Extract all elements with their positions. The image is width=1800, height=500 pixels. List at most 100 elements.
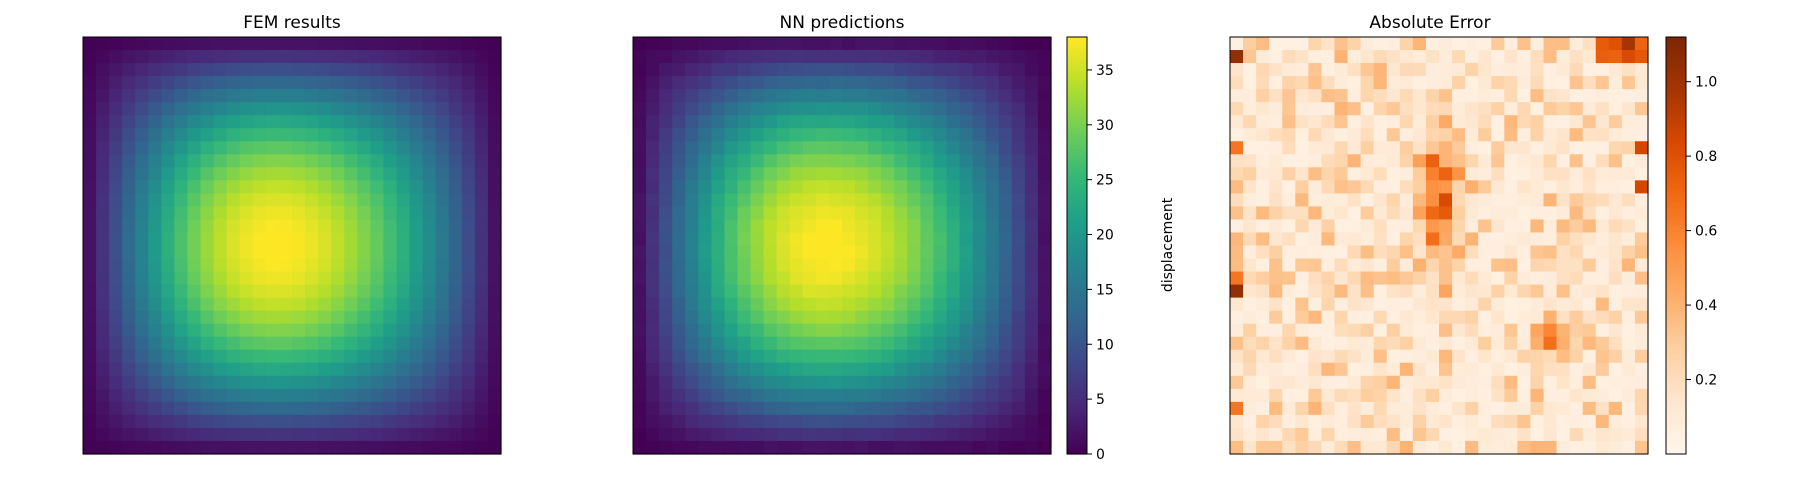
nn-cell <box>907 440 921 455</box>
error-cell <box>1478 37 1492 51</box>
nn-cell <box>750 219 765 234</box>
error-cell <box>1582 427 1597 442</box>
fem-cell <box>487 89 502 103</box>
error-cell <box>1360 167 1375 181</box>
error-cell <box>1360 63 1375 77</box>
nn-cell <box>1011 349 1026 364</box>
error-colorbar-step <box>1666 443 1686 448</box>
error-cell <box>1321 349 1336 364</box>
fem-cell <box>448 245 463 260</box>
fem-cell <box>448 154 463 168</box>
error-cell <box>1517 154 1532 168</box>
displacement-colorbar-step <box>1067 196 1087 201</box>
fem-cell <box>265 245 280 260</box>
error-cell <box>1425 258 1440 273</box>
fem-cell <box>370 219 385 234</box>
displacement-colorbar-step <box>1067 221 1087 226</box>
nn-cell <box>659 102 673 116</box>
nn-cell <box>724 284 739 299</box>
nn-cell <box>776 180 791 194</box>
fem-cell <box>226 128 241 142</box>
nn-cell <box>659 180 673 194</box>
error-cell <box>1595 427 1610 442</box>
error-cell <box>1621 167 1636 181</box>
displacement-colorbar-step <box>1067 273 1087 278</box>
nn-cell <box>985 349 1000 364</box>
nn-cell <box>763 297 778 312</box>
error-cell <box>1465 89 1479 103</box>
fem-cell <box>292 37 306 51</box>
fem-cell <box>487 336 502 351</box>
nn-cell <box>815 206 830 221</box>
fem-cell <box>200 414 215 429</box>
nn-cell <box>646 232 660 247</box>
fem-cell <box>409 206 424 221</box>
error-cell <box>1465 414 1479 429</box>
nn-cell <box>685 414 699 429</box>
error-cell <box>1295 271 1309 286</box>
fem-cell <box>187 323 202 338</box>
nn-cell <box>672 128 686 142</box>
error-cell <box>1386 375 1401 390</box>
fem-cell <box>422 401 437 416</box>
fem-cell <box>474 167 489 181</box>
nn-cell <box>711 115 726 129</box>
error-cell <box>1439 336 1453 351</box>
fem-cell <box>265 401 280 416</box>
fem-cell <box>370 271 385 286</box>
error-cell <box>1582 115 1597 129</box>
error-cell <box>1504 427 1518 442</box>
error-cell <box>1334 37 1349 51</box>
fem-cell <box>409 401 424 416</box>
nn-cell <box>659 37 673 51</box>
nn-cell <box>776 414 791 429</box>
fem-cell <box>357 206 371 221</box>
fem-cell <box>357 297 371 312</box>
nn-cell <box>998 115 1013 129</box>
fem-cell <box>474 414 489 429</box>
nn-cell <box>646 141 660 155</box>
error-cell <box>1504 401 1518 416</box>
nn-cell <box>659 206 673 221</box>
nn-cell <box>750 89 765 103</box>
fem-cell <box>187 375 202 390</box>
nn-cell <box>659 336 673 351</box>
fem-cell <box>122 180 136 194</box>
error-cell <box>1439 310 1453 325</box>
nn-cell <box>646 440 660 455</box>
fem-cell <box>109 336 123 351</box>
fem-cell <box>474 206 489 221</box>
nn-cell <box>763 167 778 181</box>
error-cell <box>1308 115 1323 129</box>
fem-cell <box>265 349 280 364</box>
error-cell <box>1282 414 1296 429</box>
fem-cell <box>357 271 371 286</box>
fem-cell <box>161 193 176 208</box>
fem-cell <box>278 115 293 129</box>
nn-cell <box>946 154 961 168</box>
error-cell <box>1621 401 1636 416</box>
error-colorbar-step <box>1666 252 1686 257</box>
nn-cell <box>633 37 647 51</box>
fem-cell <box>383 154 398 168</box>
fem-cell <box>174 258 189 273</box>
fem-cell <box>187 362 202 377</box>
fem-cell <box>83 336 97 351</box>
error-cell <box>1347 63 1362 77</box>
displacement-colorbar-step <box>1067 189 1087 194</box>
displacement-colorbar-step <box>1067 429 1087 434</box>
fem-cell <box>122 206 136 221</box>
error-cell <box>1439 180 1453 194</box>
fem-cell <box>122 297 136 312</box>
fem-cell <box>448 440 463 455</box>
fem-cell <box>148 232 162 247</box>
nn-cell <box>750 180 765 194</box>
nn-cell <box>920 310 935 325</box>
error-cell <box>1621 115 1636 129</box>
nn-cell <box>894 414 908 429</box>
error-colorbar-step <box>1666 75 1686 80</box>
error-cell <box>1556 427 1571 442</box>
displacement-colorbar-step <box>1067 61 1087 66</box>
fem-cell <box>174 128 189 142</box>
error-cell <box>1308 141 1323 155</box>
